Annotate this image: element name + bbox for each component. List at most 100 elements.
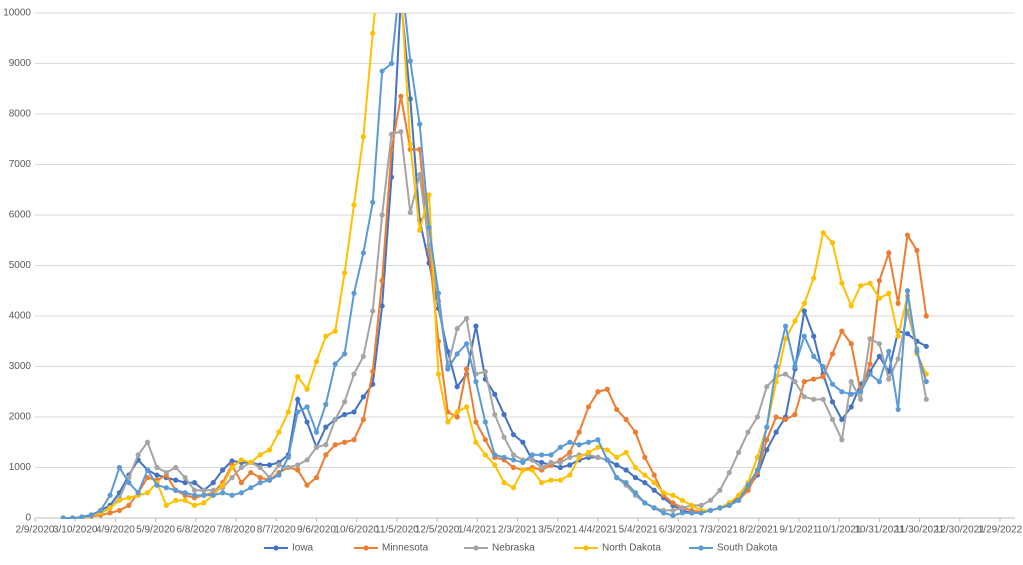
data-point — [576, 429, 582, 435]
data-point — [295, 396, 301, 402]
data-point — [304, 419, 310, 425]
x-tick-label: 12/30/2021 — [935, 525, 985, 536]
data-point — [839, 416, 845, 423]
data-point — [567, 439, 573, 445]
data-point — [595, 444, 601, 450]
data-point — [642, 472, 648, 478]
data-point — [482, 437, 488, 443]
data-point — [229, 475, 235, 481]
data-point — [904, 232, 911, 238]
data-point — [792, 379, 798, 385]
data-point — [895, 406, 901, 413]
x-tick-label: 4/4/2021 — [578, 525, 617, 536]
legend: Iowa Minnesota Nebraska North Dakota South D… — [264, 543, 778, 554]
data-point — [257, 464, 263, 471]
data-point — [304, 404, 310, 410]
data-point — [773, 414, 779, 420]
data-point — [707, 497, 714, 503]
legend-marker — [583, 545, 589, 551]
data-point — [923, 343, 929, 349]
data-point — [173, 487, 179, 493]
x-tick-label: 9/6/2020 — [297, 525, 336, 536]
y-tick-label: 6000 — [9, 210, 32, 221]
data-point — [417, 172, 423, 178]
data-point — [811, 333, 817, 339]
data-point — [276, 429, 282, 435]
data-point — [754, 467, 761, 473]
data-point — [848, 404, 854, 410]
data-point — [670, 512, 676, 519]
data-point — [792, 411, 798, 418]
data-point — [313, 358, 320, 365]
x-tick-label: 9/1/2021 — [779, 525, 818, 536]
data-point — [848, 379, 854, 385]
data-point — [445, 419, 451, 425]
data-point — [501, 411, 507, 418]
y-tick-label: 10000 — [3, 8, 31, 19]
data-point — [173, 497, 179, 503]
data-point — [473, 439, 479, 445]
x-tick-label: 7/3/2021 — [699, 525, 738, 536]
x-tick-label: 6/3/2021 — [659, 525, 698, 536]
legend-label: Minnesota — [382, 543, 429, 554]
data-point — [595, 454, 601, 460]
data-point — [360, 250, 366, 256]
data-point — [351, 371, 357, 377]
data-point — [201, 487, 207, 493]
data-point — [792, 363, 798, 370]
data-point — [679, 510, 685, 516]
data-point — [295, 467, 301, 473]
x-tick-label: 8/7/2020 — [257, 525, 296, 536]
data-point — [379, 68, 385, 74]
data-point — [736, 449, 742, 455]
data-point — [604, 447, 610, 453]
data-point — [689, 510, 695, 516]
data-point — [660, 490, 667, 496]
data-point — [660, 510, 667, 516]
data-point — [248, 485, 254, 491]
data-point — [191, 487, 198, 493]
data-point — [248, 459, 254, 466]
data-point — [801, 308, 807, 314]
data-point — [473, 379, 479, 385]
x-tick-label: 10/31/2021 — [854, 525, 904, 536]
data-point — [163, 469, 169, 476]
data-point — [604, 386, 610, 392]
y-tick-label: 5000 — [9, 260, 32, 271]
data-point — [858, 396, 864, 402]
y-tick-label: 9000 — [9, 58, 32, 69]
data-point — [717, 505, 723, 511]
data-point — [717, 487, 723, 493]
data-point — [154, 472, 160, 478]
data-point — [492, 462, 498, 468]
data-point — [407, 58, 413, 64]
data-point — [144, 439, 151, 445]
data-point — [351, 202, 357, 208]
data-point — [295, 462, 301, 468]
data-point — [342, 351, 348, 357]
data-point — [304, 386, 310, 392]
data-point — [417, 121, 423, 127]
data-point — [257, 475, 263, 481]
data-point — [144, 467, 151, 473]
data-point — [848, 341, 854, 347]
data-point — [492, 391, 498, 397]
x-tick-label: 3/10/2020 — [53, 525, 98, 536]
data-point — [407, 209, 413, 216]
data-point — [886, 250, 892, 256]
data-point — [417, 227, 423, 233]
data-point — [454, 384, 460, 390]
data-point — [332, 328, 338, 334]
data-point — [116, 497, 123, 503]
data-point — [323, 333, 329, 339]
data-point — [614, 475, 620, 481]
data-point — [679, 505, 685, 511]
data-point — [820, 396, 826, 402]
x-tick-label: 6/8/2020 — [176, 525, 215, 536]
data-point — [886, 290, 892, 296]
data-point — [904, 288, 911, 294]
data-point — [623, 416, 629, 423]
data-point — [764, 437, 770, 443]
data-point — [595, 437, 601, 443]
data-point — [567, 454, 573, 460]
